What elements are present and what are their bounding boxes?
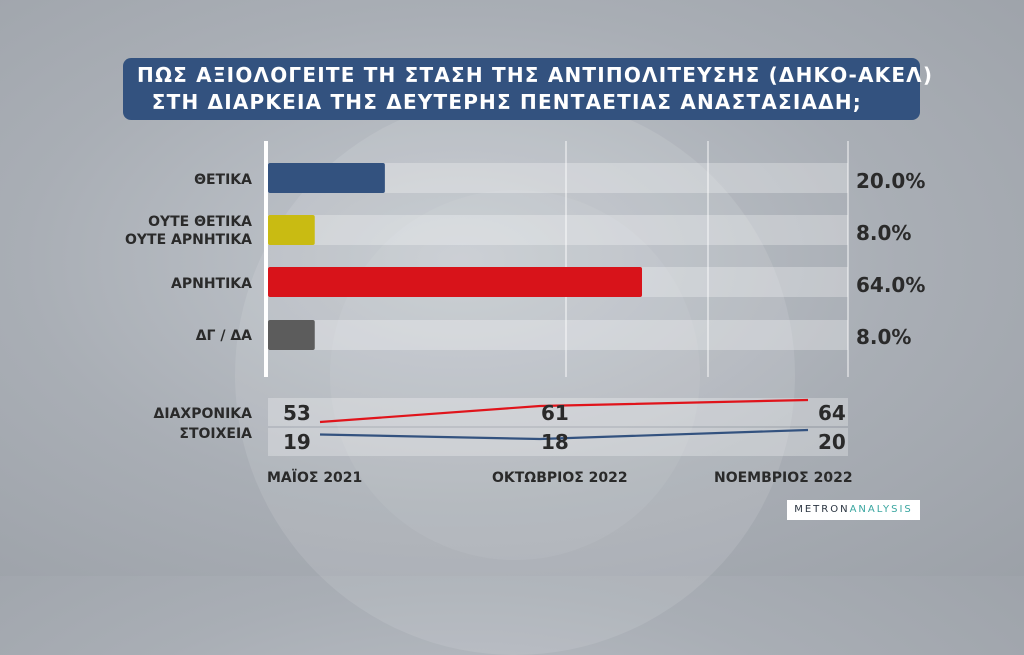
history-line-0 [319, 398, 809, 424]
category-label-dk-na: ΔΓ / ΔΑ [195, 328, 252, 344]
metron-analysis-logo: METRONANALYSIS [787, 500, 920, 520]
date-label-nov-2022: ΝΟΕΜΒΡΙΟΣ 2022 [714, 470, 853, 486]
history-value-1-0: 19 [283, 430, 311, 454]
history-value-0-0: 53 [283, 401, 311, 425]
history-value-0-2: 64 [818, 401, 846, 425]
category-label-neutral: ΟΥΤΕ ΘΕΤΙΚΑ ΟΥΤΕ ΑΡΝΗΤΙΚΑ [125, 214, 252, 248]
chart-title-line2: ΣΤΗ ΔΙΑΡΚΕΙΑ ΤΗΣ ΔΕΥΤΕΡΗΣ ΠΕΝΤΑΕΤΙΑΣ ΑΝΑ… [151, 90, 862, 114]
date-label-may-2021: ΜΑΪΟΣ 2021 [267, 470, 363, 486]
history-line-1 [319, 428, 809, 441]
chart-title-line1: ΠΩΣ ΑΞΙΟΛΟΓΕΙΤΕ ΤΗ ΣΤΑΣΗ ΤΗΣ ΑΝΤΙΠΟΛΙΤΕΥ… [137, 63, 934, 87]
bar-3 [268, 320, 315, 350]
chart-title-box: ΠΩΣ ΑΞΙΟΛΟΓΕΙΤΕ ΤΗ ΣΤΑΣΗ ΤΗΣ ΑΝΤΙΠΟΛΙΤΕΥ… [123, 58, 932, 120]
date-label-oct-2022: ΟΚΤΩΒΡΙΟΣ 2022 [492, 470, 628, 486]
history-track-top [268, 398, 848, 426]
bar-track-3 [268, 320, 848, 350]
background-circle-inner [330, 190, 700, 560]
history-label: ΔΙΑΧΡΟΝΙΚΑ ΣΤΟΙΧΕΙΑ [153, 406, 252, 442]
category-label-negative: ΑΡΝΗΤΙΚΑ [171, 276, 252, 292]
bar-0 [268, 163, 385, 193]
value-label-positive: 20.0% [856, 169, 926, 193]
chart-canvas: 53 61 64 19 18 20 [268, 163, 848, 454]
bar-2 [268, 267, 642, 297]
value-label-negative: 64.0% [856, 273, 926, 297]
bar-track-1 [268, 215, 848, 245]
history-value-1-1: 18 [541, 430, 569, 454]
category-label-positive: ΘΕΤΙΚΑ [194, 172, 252, 188]
history-value-0-1: 61 [541, 401, 569, 425]
bar-axis-line [264, 141, 268, 377]
history-value-1-2: 20 [818, 430, 846, 454]
bar-1 [268, 215, 315, 245]
value-label-neutral: 8.0% [856, 221, 912, 245]
value-label-dk-na: 8.0% [856, 325, 912, 349]
